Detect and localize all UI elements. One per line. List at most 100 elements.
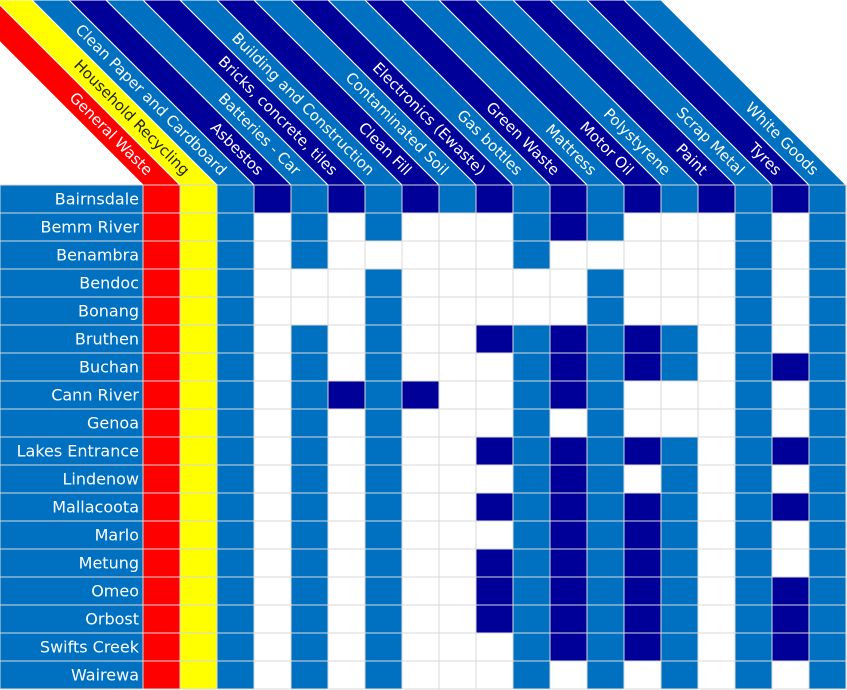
cell	[623, 184, 662, 214]
cell	[734, 492, 773, 522]
cell	[216, 604, 255, 634]
row-label: Bendoc	[79, 274, 139, 293]
cell	[623, 520, 662, 550]
cell	[549, 632, 588, 662]
row: Wairewa	[0, 660, 847, 690]
cell	[401, 604, 440, 634]
cell	[697, 520, 736, 550]
cell	[808, 408, 847, 438]
row: Bemm River	[0, 212, 847, 242]
cell	[364, 352, 403, 382]
cell	[253, 240, 292, 270]
cell	[660, 520, 699, 550]
cell	[475, 660, 514, 690]
cell	[179, 464, 218, 494]
cell	[216, 380, 255, 410]
cell	[808, 548, 847, 578]
cell	[290, 604, 329, 634]
cell	[475, 268, 514, 298]
row-label: Bruthen	[75, 330, 139, 349]
cell	[771, 268, 810, 298]
cell	[438, 604, 477, 634]
cell	[253, 520, 292, 550]
cell	[327, 380, 366, 410]
row-label-cell	[0, 408, 144, 438]
cell	[364, 212, 403, 242]
cell	[623, 268, 662, 298]
cell	[142, 184, 181, 214]
cell	[438, 632, 477, 662]
cell	[586, 604, 625, 634]
row: Mallacoota	[0, 492, 847, 522]
cell	[586, 520, 625, 550]
row-label: Lindenow	[62, 470, 139, 489]
cell	[253, 604, 292, 634]
cell	[364, 380, 403, 410]
cell	[586, 660, 625, 690]
cell	[290, 464, 329, 494]
cell	[253, 184, 292, 214]
cell	[142, 324, 181, 354]
row-label: Metung	[79, 554, 139, 573]
cell	[179, 324, 218, 354]
cell	[512, 520, 551, 550]
cell	[660, 408, 699, 438]
cell	[179, 352, 218, 382]
row-label: Genoa	[87, 414, 139, 433]
cell	[401, 576, 440, 606]
row-label: Bonang	[78, 302, 139, 321]
cell	[586, 436, 625, 466]
cell	[512, 324, 551, 354]
cell	[734, 212, 773, 242]
row: Bonang	[0, 296, 847, 326]
cell	[290, 324, 329, 354]
cell	[438, 296, 477, 326]
cell	[142, 492, 181, 522]
cell	[142, 380, 181, 410]
cell	[660, 212, 699, 242]
cell	[771, 632, 810, 662]
row-label: Marlo	[95, 526, 139, 545]
cell	[586, 296, 625, 326]
cell	[364, 604, 403, 634]
cell	[623, 632, 662, 662]
cell	[808, 436, 847, 466]
cell	[586, 240, 625, 270]
cell	[734, 324, 773, 354]
cell	[216, 212, 255, 242]
cell	[808, 520, 847, 550]
cell	[623, 352, 662, 382]
cell	[364, 436, 403, 466]
cell	[475, 296, 514, 326]
cell	[327, 352, 366, 382]
cell	[179, 436, 218, 466]
cell	[438, 268, 477, 298]
cell	[771, 548, 810, 578]
cell	[808, 576, 847, 606]
cell	[697, 464, 736, 494]
cell	[401, 660, 440, 690]
cell	[364, 324, 403, 354]
cell	[327, 324, 366, 354]
cell	[179, 184, 218, 214]
cell	[438, 436, 477, 466]
cell	[401, 464, 440, 494]
row-label: Omeo	[91, 582, 139, 601]
cell	[253, 268, 292, 298]
cell	[808, 324, 847, 354]
cell	[771, 520, 810, 550]
cell	[512, 548, 551, 578]
cell	[438, 324, 477, 354]
cell	[808, 632, 847, 662]
cell	[179, 492, 218, 522]
cell	[142, 632, 181, 662]
cell	[364, 492, 403, 522]
cell	[253, 212, 292, 242]
cell	[549, 184, 588, 214]
cell	[549, 548, 588, 578]
cell	[808, 660, 847, 690]
cell	[290, 408, 329, 438]
cell	[771, 576, 810, 606]
